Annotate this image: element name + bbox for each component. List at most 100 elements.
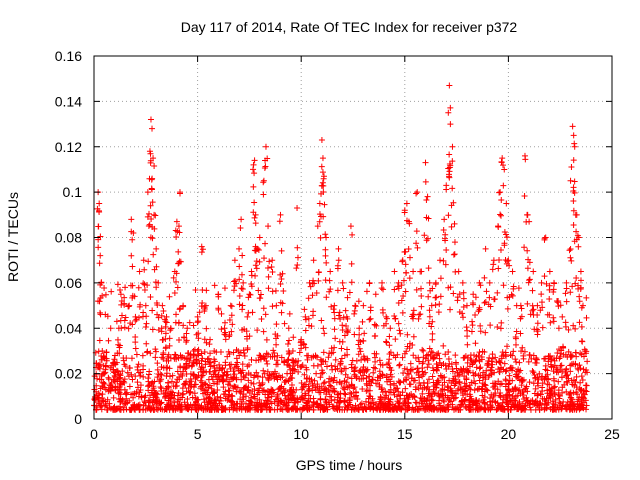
data-point (179, 372, 186, 379)
data-point (367, 315, 374, 322)
data-point (424, 193, 431, 200)
data-point (180, 302, 187, 309)
data-point (538, 299, 545, 306)
data-point (449, 185, 456, 192)
data-point (421, 232, 428, 239)
data-point (160, 308, 167, 315)
data-point (321, 201, 328, 208)
data-point (521, 192, 528, 199)
data-point (95, 207, 102, 214)
data-point (501, 240, 508, 247)
data-point (315, 277, 322, 284)
data-point (147, 159, 154, 166)
data-point (295, 368, 302, 375)
data-point (440, 361, 447, 368)
data-point (263, 400, 270, 407)
data-point (454, 404, 461, 411)
data-point (442, 392, 449, 399)
data-point (471, 387, 478, 394)
data-point (172, 352, 179, 359)
data-point (339, 279, 346, 286)
data-point (486, 294, 493, 301)
data-point (424, 394, 431, 401)
data-point (481, 299, 488, 306)
data-point (149, 379, 156, 386)
data-point (455, 268, 462, 275)
data-point (179, 385, 186, 392)
data-point (476, 377, 483, 384)
data-point (217, 348, 224, 355)
data-point (414, 365, 421, 372)
data-point (269, 257, 276, 264)
data-point (152, 354, 159, 361)
data-point (124, 399, 131, 406)
data-point (441, 216, 448, 223)
data-point (407, 360, 414, 367)
data-point (254, 245, 261, 252)
data-point (149, 175, 156, 182)
data-point (511, 385, 518, 392)
data-point (177, 305, 184, 312)
data-point (380, 403, 387, 410)
data-point (263, 336, 270, 343)
data-point (530, 306, 537, 313)
data-point (194, 313, 201, 320)
data-point (266, 389, 273, 396)
data-point (162, 335, 169, 342)
data-point (166, 373, 173, 380)
data-point (488, 391, 495, 398)
data-point (211, 362, 218, 369)
data-point (262, 391, 269, 398)
data-point (564, 379, 571, 386)
data-point (172, 383, 179, 390)
data-point (460, 314, 467, 321)
data-point (576, 319, 583, 326)
data-point (487, 322, 494, 329)
data-point (469, 322, 476, 329)
data-point (497, 211, 504, 218)
data-point (143, 349, 150, 356)
data-point (410, 307, 417, 314)
data-point (436, 359, 443, 366)
data-point (340, 285, 347, 292)
data-point (154, 311, 161, 318)
data-point (328, 345, 335, 352)
data-point (577, 268, 584, 275)
data-point (478, 386, 485, 393)
data-point (180, 322, 187, 329)
data-point (129, 282, 136, 289)
data-point (408, 366, 415, 373)
data-point (118, 379, 125, 386)
data-point (140, 257, 147, 264)
data-point (239, 285, 246, 292)
data-point (567, 394, 574, 401)
data-point (498, 196, 505, 203)
x-tick-labels: 0 5 10 15 20 25 (90, 426, 620, 442)
data-point (128, 216, 135, 223)
data-point (446, 377, 453, 384)
data-point (550, 384, 557, 391)
data-point (452, 359, 459, 366)
data-point (238, 271, 245, 278)
data-point (130, 394, 137, 401)
data-point (569, 123, 576, 130)
data-point (410, 377, 417, 384)
data-point (563, 279, 570, 286)
data-point (546, 386, 553, 393)
data-point (407, 367, 414, 374)
data-point (153, 245, 160, 252)
data-point (175, 320, 182, 327)
data-point (431, 353, 438, 360)
data-point (273, 321, 280, 328)
data-point (526, 218, 533, 225)
data-point (265, 273, 272, 280)
data-point (335, 245, 342, 252)
data-point (164, 391, 171, 398)
data-point (316, 385, 323, 392)
data-point (336, 379, 343, 386)
data-point (201, 336, 208, 343)
data-point (255, 387, 262, 394)
data-point (195, 346, 202, 353)
data-point (371, 321, 378, 328)
data-point (376, 357, 383, 364)
